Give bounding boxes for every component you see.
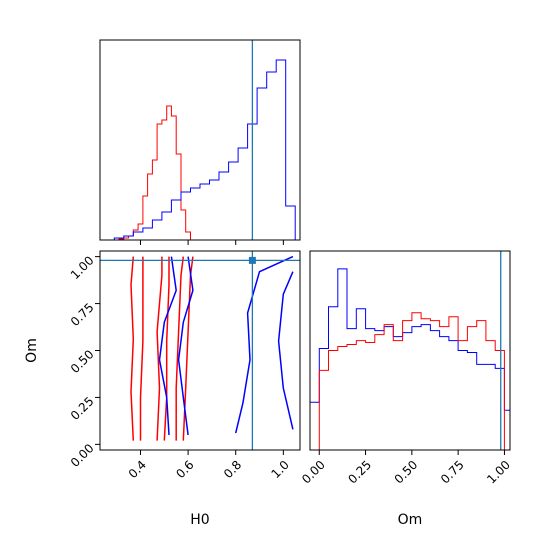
om-hist-xtick-label: 0.00 [299, 458, 328, 487]
om-hist-series-red [318, 312, 505, 450]
h0-axis-label: H0 [190, 512, 209, 528]
scatter-ytick-label: 0.25 [68, 394, 97, 423]
contour-red-2 [163, 256, 170, 441]
h0-hist-frame [99, 39, 301, 241]
om-hist-axis-label: Om [398, 512, 423, 528]
scatter-xtick-label: 0.4 [126, 458, 149, 481]
om-axis-label: Om [24, 338, 40, 363]
scatter-xtick-label: 0.6 [173, 458, 196, 481]
contour-red-3 [156, 256, 163, 441]
om-hist-xtick-label: 0.25 [345, 458, 374, 487]
scatter-truth-marker [248, 256, 256, 264]
om-hist-xtick-label: 0.75 [438, 458, 467, 487]
om-hist-series-blue [309, 268, 511, 450]
contour-blue-9 [277, 271, 294, 430]
contour-red-1 [139, 256, 144, 441]
h0-hist-series-blue [104, 59, 296, 241]
om-hist-xtick-label: 1.00 [484, 458, 513, 487]
contour-blue-6 [158, 256, 177, 436]
om-hist-frame [309, 250, 511, 451]
scatter-contours [130, 255, 294, 441]
scatter-xtick-label: 1.0 [269, 458, 292, 481]
contour-red-0 [130, 256, 135, 441]
scatter-ytick-label: 0.75 [68, 300, 97, 329]
contour-red-4 [175, 256, 185, 441]
scatter-ytick-label: 1.00 [68, 253, 97, 282]
scatter-ytick-label: 0.00 [68, 441, 97, 470]
om-hist-xtick-label: 0.50 [392, 458, 421, 487]
scatter-ytick-label: 0.50 [68, 347, 97, 376]
scatter-frame [99, 250, 301, 451]
scatter-xtick-label: 0.8 [221, 458, 244, 481]
contour-blue-8 [234, 255, 294, 434]
contour-blue-7 [177, 256, 194, 436]
